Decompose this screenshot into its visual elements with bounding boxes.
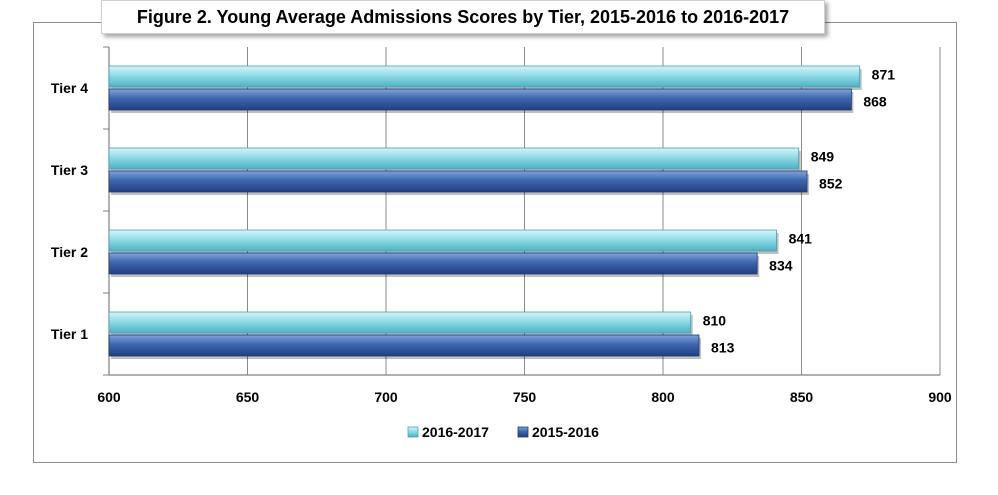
data-label: 852 <box>819 176 843 192</box>
legend-swatch <box>517 426 529 438</box>
data-label: 813 <box>711 340 735 356</box>
x-tick-label: 800 <box>651 389 675 405</box>
bar-2016-2017 <box>108 147 800 170</box>
x-tick-label: 750 <box>513 389 537 405</box>
legend-swatch <box>407 426 419 438</box>
data-label: 849 <box>811 149 835 165</box>
x-tick-label: 700 <box>374 389 398 405</box>
x-tick-label: 850 <box>790 389 814 405</box>
data-label: 810 <box>703 313 727 329</box>
legend-label: 2015-2016 <box>532 424 599 440</box>
chart-title-box: Figure 2. Young Average Admissions Score… <box>101 0 825 34</box>
bar-2016-2017 <box>108 229 777 252</box>
legend-label: 2016-2017 <box>422 424 489 440</box>
category-label: Tier 3 <box>51 162 88 178</box>
bar-2015-2016 <box>108 88 852 111</box>
data-label: 868 <box>863 94 887 110</box>
data-label: 834 <box>769 258 793 274</box>
category-label: Tier 4 <box>51 80 88 96</box>
x-tick-label: 900 <box>928 389 952 405</box>
data-label: 871 <box>872 67 896 83</box>
bar-2016-2017 <box>108 311 692 334</box>
bar-2015-2016 <box>108 252 758 275</box>
chart-title: Figure 2. Young Average Admissions Score… <box>136 6 790 27</box>
category-label: Tier 1 <box>51 326 88 342</box>
category-label: Tier 2 <box>51 244 88 260</box>
bar-2015-2016 <box>108 170 808 193</box>
bar-2015-2016 <box>108 334 700 357</box>
x-tick-label: 600 <box>97 389 121 405</box>
x-tick-label: 650 <box>236 389 260 405</box>
bar-2016-2017 <box>108 65 861 88</box>
data-label: 841 <box>789 231 813 247</box>
